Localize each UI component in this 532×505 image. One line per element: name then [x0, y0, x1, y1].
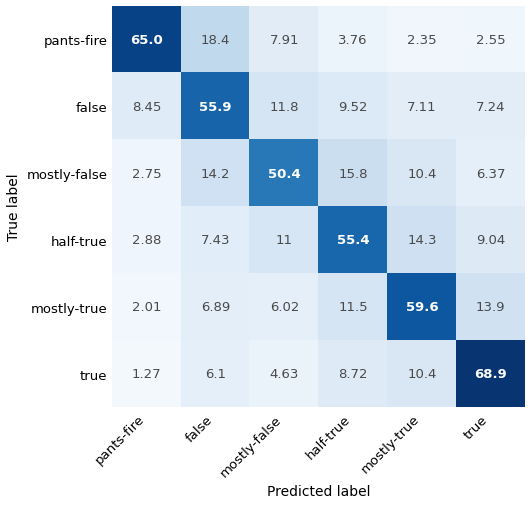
Text: 2.55: 2.55	[476, 34, 505, 47]
Text: 1.27: 1.27	[132, 368, 162, 380]
Text: 14.2: 14.2	[201, 167, 230, 180]
Text: 6.02: 6.02	[270, 301, 299, 314]
Text: 2.88: 2.88	[132, 234, 161, 247]
Text: 50.4: 50.4	[268, 167, 301, 180]
Text: 10.4: 10.4	[407, 368, 437, 380]
Text: 8.45: 8.45	[132, 100, 161, 114]
Text: 65.0: 65.0	[130, 34, 163, 47]
Text: 13.9: 13.9	[476, 301, 505, 314]
Text: 9.04: 9.04	[476, 234, 505, 247]
Text: 15.8: 15.8	[338, 167, 368, 180]
Text: 11.8: 11.8	[270, 100, 299, 114]
Text: 2.01: 2.01	[132, 301, 162, 314]
Text: 7.91: 7.91	[270, 34, 299, 47]
Text: 11: 11	[276, 234, 293, 247]
Text: 6.89: 6.89	[201, 301, 230, 314]
Text: 7.11: 7.11	[407, 100, 437, 114]
Text: 18.4: 18.4	[201, 34, 230, 47]
Text: 2.75: 2.75	[132, 167, 162, 180]
Text: 68.9: 68.9	[475, 368, 507, 380]
Text: 6.1: 6.1	[205, 368, 226, 380]
Text: 11.5: 11.5	[338, 301, 368, 314]
Y-axis label: True label: True label	[7, 173, 21, 241]
Text: 7.24: 7.24	[476, 100, 505, 114]
Text: 8.72: 8.72	[338, 368, 368, 380]
Text: 4.63: 4.63	[270, 368, 299, 380]
Text: 55.9: 55.9	[200, 100, 232, 114]
Text: 7.43: 7.43	[201, 234, 230, 247]
X-axis label: Predicted label: Predicted label	[267, 484, 370, 498]
Text: 55.4: 55.4	[337, 234, 369, 247]
Text: 6.37: 6.37	[476, 167, 505, 180]
Text: 59.6: 59.6	[405, 301, 438, 314]
Text: 10.4: 10.4	[407, 167, 437, 180]
Text: 9.52: 9.52	[338, 100, 368, 114]
Text: 14.3: 14.3	[407, 234, 437, 247]
Text: 2.35: 2.35	[407, 34, 437, 47]
Text: 3.76: 3.76	[338, 34, 368, 47]
